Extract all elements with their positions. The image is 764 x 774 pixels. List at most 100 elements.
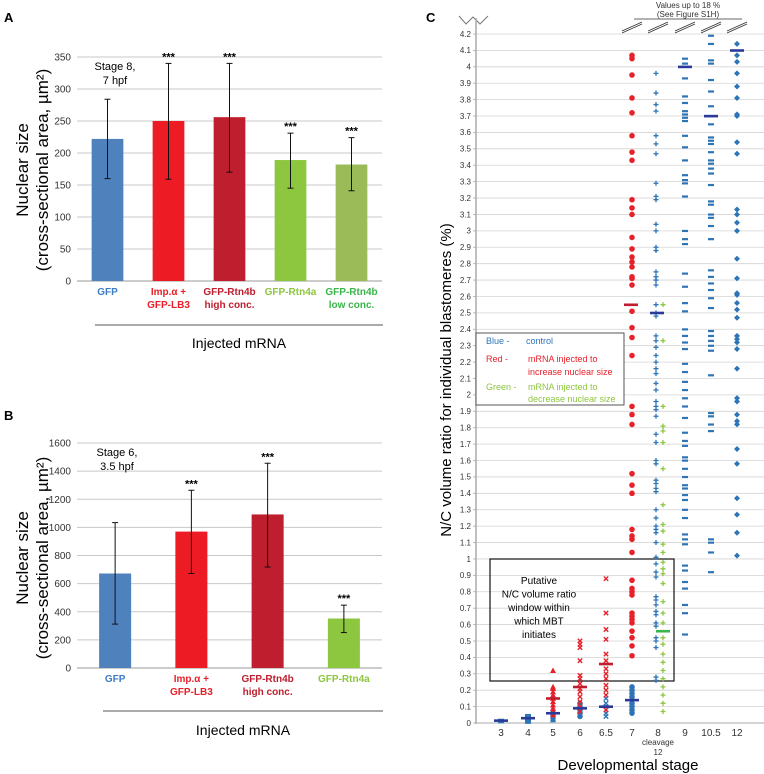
data-point xyxy=(682,493,688,497)
y-tick-label: 4 xyxy=(467,63,472,72)
data-point xyxy=(660,676,666,682)
data-point xyxy=(682,116,688,119)
panel-c: C 0 0.1 0.2 0.3 0.4 0.5 0.6 0.7 0.8 0.9 1 1.1 1.2 1.3… xyxy=(426,1,764,774)
data-point xyxy=(629,526,635,533)
data-point xyxy=(660,559,666,565)
data-point xyxy=(629,282,635,288)
data-point xyxy=(682,238,688,241)
data-point xyxy=(629,533,635,539)
data-point xyxy=(653,635,659,641)
bars-a: *** *** *** *** xyxy=(91,51,368,281)
median-bar xyxy=(573,685,587,689)
data-point xyxy=(629,254,635,260)
data-point xyxy=(653,602,659,608)
data-point xyxy=(734,398,740,405)
data-point xyxy=(653,620,659,626)
data-point xyxy=(603,707,609,713)
data-point xyxy=(682,580,688,584)
data-point xyxy=(603,687,609,693)
data-point xyxy=(653,431,659,437)
data-point xyxy=(682,113,688,116)
median-bar xyxy=(656,629,670,633)
data-point xyxy=(660,599,666,605)
data-point xyxy=(708,344,714,347)
data-point xyxy=(653,540,659,546)
data-point xyxy=(660,466,666,472)
data-point xyxy=(682,272,688,275)
y-tick-label: 0.5 xyxy=(460,637,472,646)
data-point xyxy=(734,495,740,502)
data-point xyxy=(653,221,659,227)
data-point xyxy=(660,522,666,528)
data-point xyxy=(734,365,740,372)
data-point xyxy=(577,698,583,705)
data-point xyxy=(653,477,659,483)
y-tick-label: 1.5 xyxy=(460,473,472,482)
categories-a: GFP Imp.α + GFP-LB3 GFP-Rtn4b high conc. GFP-… xyxy=(97,287,377,311)
y-label-a: Nuclear size (cross-sectional area, µm²) xyxy=(13,69,52,272)
data-point xyxy=(629,211,635,218)
category-label: Imp.α + xyxy=(174,674,209,685)
y-tick-label: 800 xyxy=(54,551,71,562)
data-point xyxy=(577,708,583,715)
data-point xyxy=(629,149,635,155)
y-tick-label: 1.6 xyxy=(460,456,472,465)
data-point xyxy=(660,581,666,587)
axis-break-icon xyxy=(647,21,669,32)
data-point xyxy=(577,657,583,664)
y-tick-label: 50 xyxy=(60,245,72,256)
y-tick-label: 250 xyxy=(54,117,71,128)
mbt-window-text-line: initiates xyxy=(522,630,556,641)
data-point xyxy=(653,507,659,513)
y-ticks-b: 0 200 400 600 800 1000 1200 1400 1600 xyxy=(49,439,72,675)
data-point xyxy=(708,423,714,426)
y-tick-label: 4.1 xyxy=(460,46,472,55)
data-point xyxy=(708,429,714,433)
data-point xyxy=(660,566,666,572)
data-point xyxy=(708,374,714,377)
data-point xyxy=(653,70,659,76)
data-point xyxy=(629,634,635,641)
y-label-b-line2: (cross-sectional area, µm²) xyxy=(33,457,52,660)
data-point xyxy=(682,633,688,636)
data-point xyxy=(708,172,714,175)
x-sublabel-line1: cleavage xyxy=(642,738,675,747)
data-point xyxy=(660,709,666,715)
y-tick-label: 1.7 xyxy=(460,440,472,449)
data-point xyxy=(660,502,666,508)
y-tick-label: 3 xyxy=(467,227,472,236)
data-point xyxy=(734,70,740,77)
data-point xyxy=(603,666,609,672)
y-tick-label: 3.3 xyxy=(460,177,472,186)
data-point xyxy=(734,58,740,65)
significance-label: *** xyxy=(261,451,275,463)
data-point xyxy=(629,259,635,265)
y-tick-label: 0.2 xyxy=(460,686,472,695)
data-point xyxy=(653,569,659,575)
y-tick-label: 400 xyxy=(54,607,71,618)
data-point xyxy=(603,575,609,582)
data-point xyxy=(653,554,659,560)
data-point xyxy=(682,498,688,502)
data-point xyxy=(682,159,688,162)
data-point xyxy=(708,59,714,62)
data-point xyxy=(682,564,688,567)
significance-label: *** xyxy=(185,478,199,490)
y-tick-label: 1600 xyxy=(49,439,72,450)
data-point xyxy=(629,652,635,659)
data-point xyxy=(682,119,688,123)
data-point xyxy=(660,541,666,547)
y-tick-label: 1.8 xyxy=(460,424,472,433)
data-point xyxy=(653,608,659,614)
data-point xyxy=(682,405,688,408)
data-point xyxy=(660,635,666,641)
data-point xyxy=(734,529,740,536)
category-label: GFP-Rtn4b xyxy=(203,287,255,298)
data-point xyxy=(734,219,740,226)
data-point xyxy=(734,52,740,59)
data-point xyxy=(708,90,714,93)
median-bar xyxy=(599,662,613,666)
median-bar xyxy=(625,698,639,702)
data-point xyxy=(682,362,688,365)
